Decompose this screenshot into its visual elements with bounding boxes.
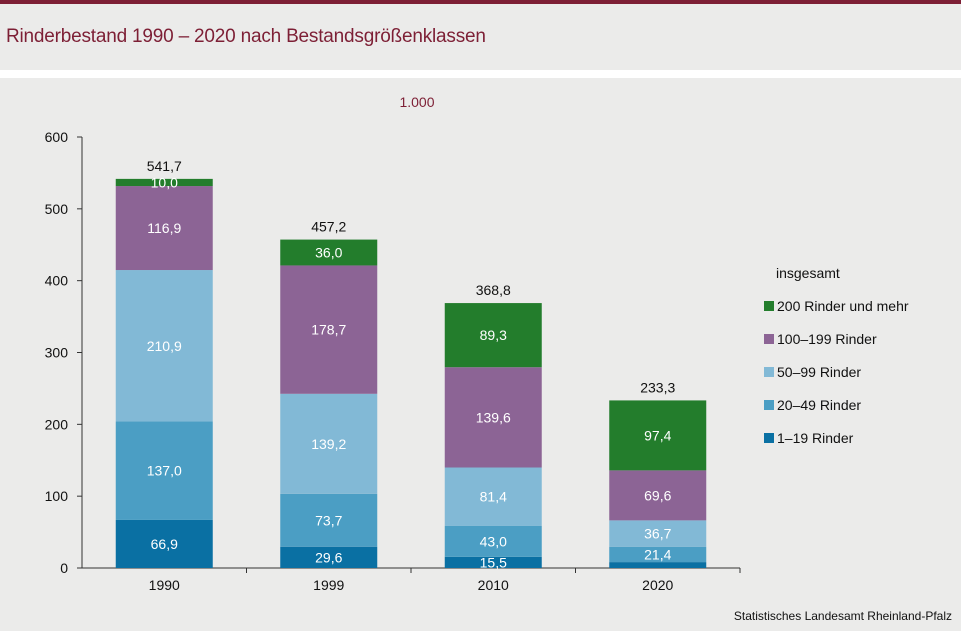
bar-segment <box>444 525 542 557</box>
legend-swatch <box>764 367 774 377</box>
bar-segment <box>444 303 542 368</box>
bar-segment <box>280 546 378 568</box>
y-tick-label: 600 <box>45 129 69 145</box>
total-label: 541,7 <box>147 158 182 174</box>
legend-label: 1–19 Rinder <box>777 430 854 446</box>
data-label: 21,4 <box>644 546 671 562</box>
bar-segment <box>115 178 213 187</box>
data-label: 43,0 <box>480 533 507 549</box>
bar-segment <box>280 239 378 266</box>
bar-segment <box>280 265 378 394</box>
data-label: 73,7 <box>315 512 342 528</box>
y-tick-label: 0 <box>60 560 68 576</box>
data-label: 178,7 <box>311 322 346 338</box>
x-tick-label: 1990 <box>149 577 180 593</box>
data-label: 69,6 <box>644 487 671 503</box>
data-label: 116,9 <box>147 220 181 236</box>
y-tick-label: 200 <box>45 416 69 432</box>
y-tick-label: 300 <box>45 345 69 361</box>
bar-segment <box>115 270 213 422</box>
bar-segment <box>444 556 542 568</box>
total-label: 233,3 <box>640 379 675 395</box>
x-tick-label: 2020 <box>642 577 673 593</box>
data-label: 10,0 <box>151 174 178 190</box>
bar-segment <box>609 470 707 521</box>
data-label: 81,4 <box>480 489 507 505</box>
legend-swatch <box>764 433 774 443</box>
bar-segment <box>609 400 707 471</box>
data-label: 29,6 <box>315 549 342 565</box>
top-accent-bar <box>0 0 961 4</box>
bar-segment <box>115 421 213 520</box>
source-note: Statistisches Landesamt Rheinland-Pfalz <box>733 609 952 623</box>
data-label: 97,4 <box>644 427 671 443</box>
bar-segment <box>609 562 707 568</box>
total-label: 457,2 <box>311 219 346 235</box>
data-label: 36,7 <box>644 526 671 542</box>
legend-title: insgesamt <box>776 265 840 281</box>
bar-segment <box>444 467 542 526</box>
x-tick-label: 1999 <box>313 577 344 593</box>
legend-swatch <box>764 400 774 410</box>
y-tick-label: 100 <box>45 488 69 504</box>
unit-label: 1.000 <box>399 94 434 110</box>
legend-label: 20–49 Rinder <box>777 397 861 413</box>
chart-title: Rinderbestand 1990 – 2020 nach Bestandsg… <box>6 26 486 47</box>
data-label: 137,0 <box>147 463 182 479</box>
header-divider <box>0 70 961 78</box>
plot-area: 1.000 0 100 200 300 400 500 600 1990 66,9 137,0 210… <box>0 78 961 631</box>
legend-swatch <box>764 334 774 344</box>
total-label: 368,8 <box>476 282 511 298</box>
bar-segment <box>280 393 378 494</box>
bar-segment <box>115 186 213 271</box>
legend-label: 100–199 Rinder <box>777 331 877 347</box>
bar-segment <box>609 546 707 563</box>
chart-header: Rinderbestand 1990 – 2020 nach Bestandsg… <box>0 4 961 70</box>
data-label: 139,6 <box>476 409 511 425</box>
data-label: 66,9 <box>151 536 178 552</box>
data-label: 210,9 <box>147 338 182 354</box>
bar-segment <box>115 519 213 568</box>
data-label: 139,2 <box>311 436 346 452</box>
bar-segment <box>280 493 378 547</box>
data-label: 89,3 <box>480 327 507 343</box>
legend-label: 200 Rinder und mehr <box>777 298 909 314</box>
stacked-bar-chart: 1.000 0 100 200 300 400 500 600 1990 66,9 137,0 210… <box>45 94 909 593</box>
legend-label: 50–99 Rinder <box>777 364 861 380</box>
y-tick-label: 500 <box>45 201 69 217</box>
bar-segment <box>609 520 707 547</box>
x-tick-label: 2010 <box>478 577 509 593</box>
bar-segment <box>444 367 542 468</box>
data-label: 15,5 <box>480 554 507 570</box>
y-tick-label: 400 <box>45 273 69 289</box>
legend-swatch <box>764 301 774 311</box>
data-label: 36,0 <box>315 245 342 261</box>
